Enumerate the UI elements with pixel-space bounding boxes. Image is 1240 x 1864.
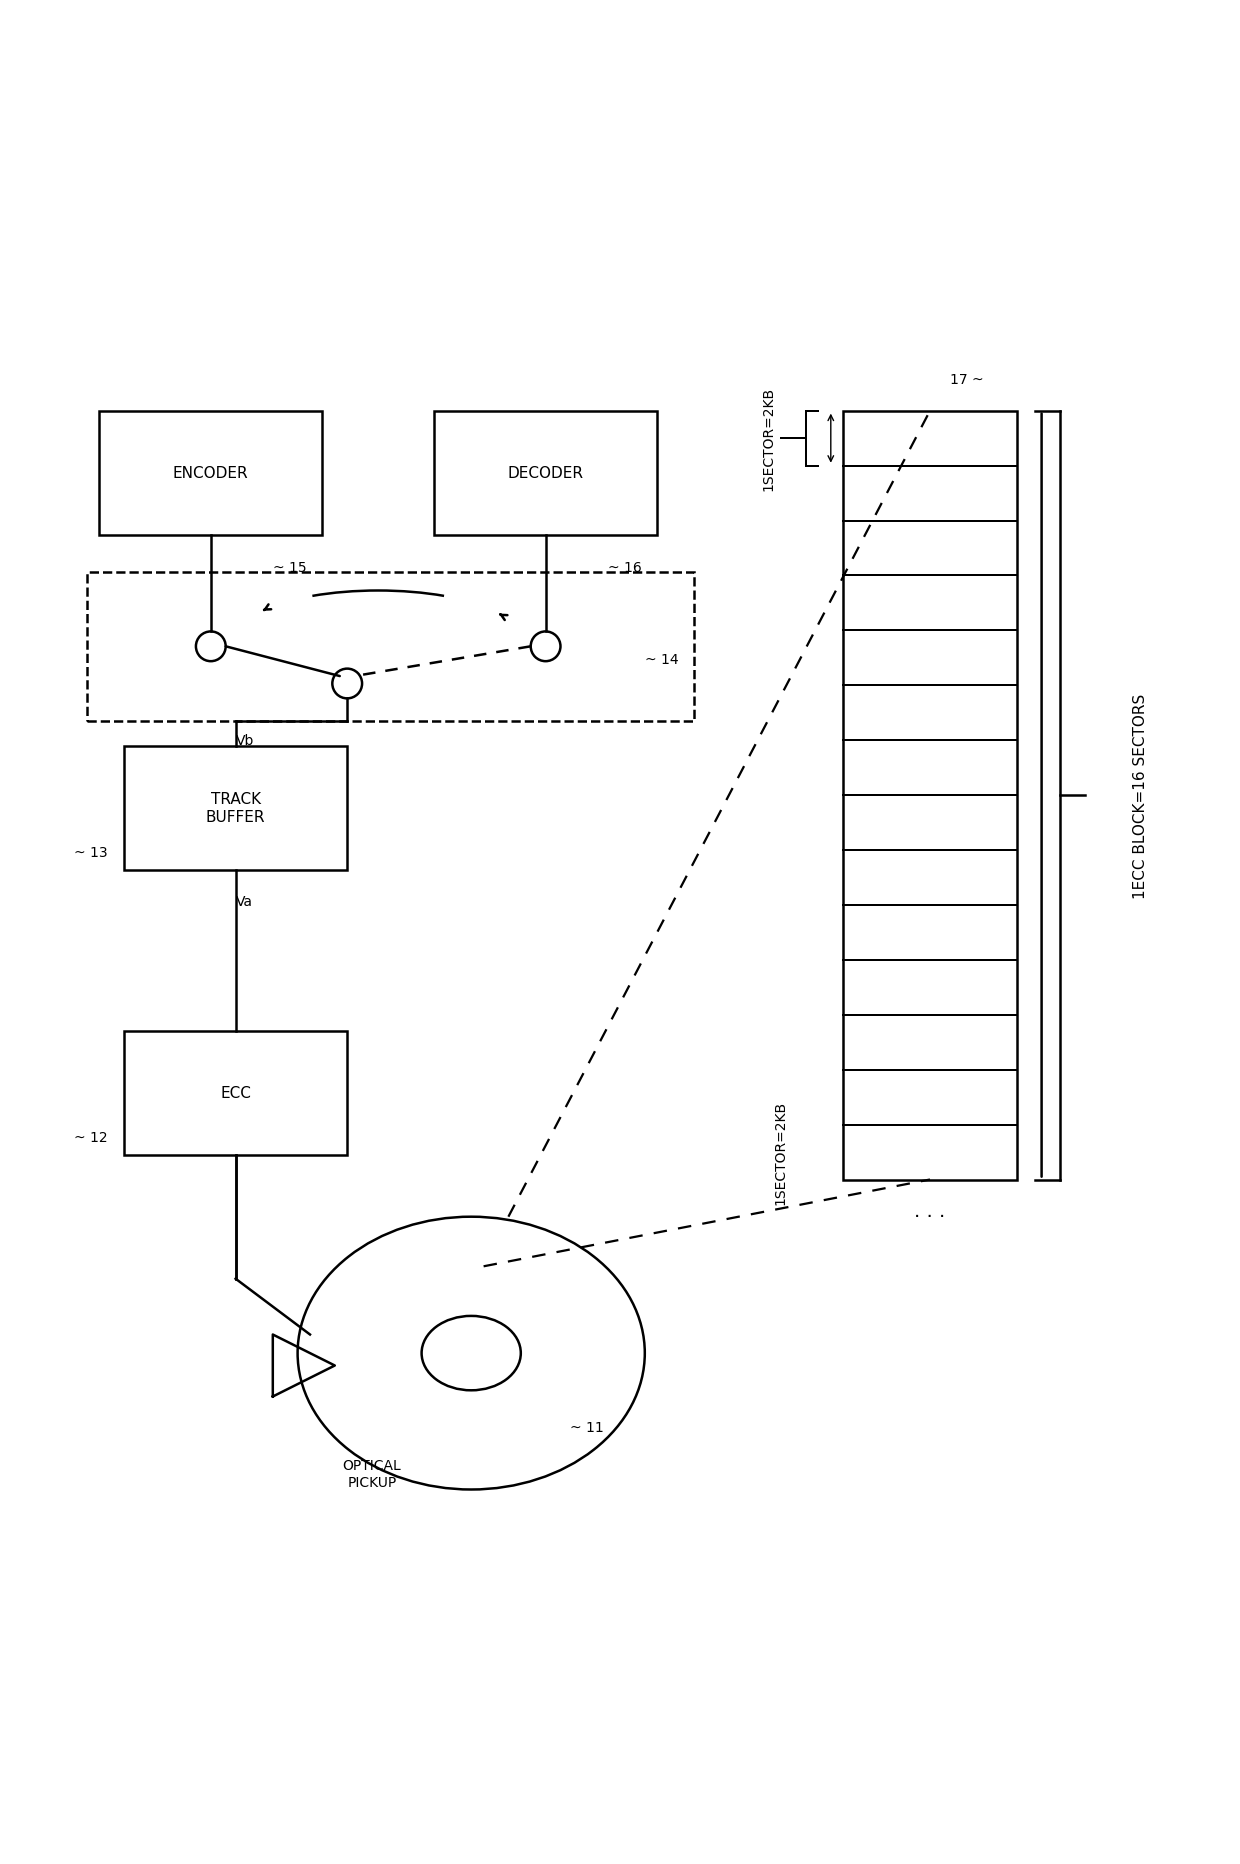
Text: Vb: Vb (236, 734, 254, 747)
Text: ~ 11: ~ 11 (570, 1420, 604, 1435)
Text: 1ECC BLOCK=16 SECTORS: 1ECC BLOCK=16 SECTORS (1133, 693, 1148, 898)
FancyBboxPatch shape (843, 412, 1017, 1180)
Text: 1SECTOR=2KB: 1SECTOR=2KB (774, 1100, 787, 1204)
FancyBboxPatch shape (87, 572, 694, 721)
Ellipse shape (422, 1316, 521, 1391)
Text: 1SECTOR=2KB: 1SECTOR=2KB (761, 388, 775, 490)
Text: ~ 13: ~ 13 (74, 844, 108, 859)
Text: ~ 12: ~ 12 (74, 1130, 108, 1144)
Text: ECC: ECC (221, 1085, 250, 1100)
FancyBboxPatch shape (99, 412, 322, 535)
Text: TRACK
BUFFER: TRACK BUFFER (206, 792, 265, 824)
Text: ENCODER: ENCODER (174, 466, 248, 481)
Text: ~ 16: ~ 16 (608, 561, 641, 574)
Text: · · ·: · · · (914, 1208, 946, 1227)
Text: ~ 15: ~ 15 (273, 561, 306, 574)
Text: 17 ~: 17 ~ (950, 373, 985, 386)
Text: Va: Va (236, 895, 253, 910)
FancyBboxPatch shape (434, 412, 657, 535)
Text: OPTICAL
PICKUP: OPTICAL PICKUP (342, 1460, 402, 1489)
Text: ~ 14: ~ 14 (645, 652, 678, 665)
Ellipse shape (298, 1217, 645, 1489)
FancyBboxPatch shape (124, 746, 347, 870)
FancyBboxPatch shape (124, 1031, 347, 1156)
Text: DECODER: DECODER (507, 466, 584, 481)
